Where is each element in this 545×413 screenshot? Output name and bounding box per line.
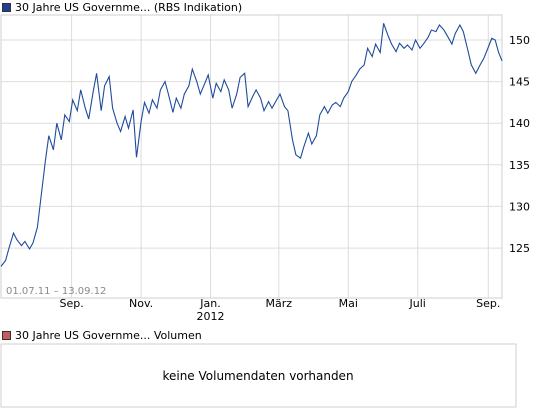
volume-series-name: 30 Jahre US Governme... Volumen [15,329,202,342]
volume-series-swatch [2,331,11,340]
volume-plot-frame [0,343,517,408]
price-series-swatch [2,3,11,12]
x-tick-label: März [266,297,293,310]
grid-layer [1,15,502,298]
y-tick-label: 140 [509,117,530,130]
x-tick-label: Mai [339,297,358,310]
date-range-label: 01.07.11 – 13.09.12 [6,286,106,297]
y-axis: 125 130 135 140 145 150 [509,34,530,255]
y-tick-label: 150 [509,34,530,47]
y-tick-label: 135 [509,159,530,172]
price-series-name: 30 Jahre US Governme... (RBS Indikation) [15,1,243,14]
y-tick-label: 130 [509,200,530,213]
x-axis: Sep. Nov. Jan.2012 März Mai Juli Sep. [59,297,500,323]
x-tick-label: Sep. [59,297,83,310]
y-tick-label: 145 [509,76,530,89]
volume-legend: 30 Jahre US Governme... Volumen [0,328,202,344]
price-legend: 30 Jahre US Governme... (RBS Indikation) [0,0,242,16]
no-volume-message: keine Volumendaten vorhanden [162,368,354,383]
x-tick-label: Nov. [129,297,153,310]
x-tick-label: Jan. [199,297,220,310]
price-plot-frame [0,14,503,299]
x-tick-label: Sep. [476,297,500,310]
x-tick-label: Juli [409,297,426,310]
price-series-line [0,23,503,267]
y-tick-label: 125 [509,242,530,255]
x-tick-year-label: 2012 [197,310,225,323]
